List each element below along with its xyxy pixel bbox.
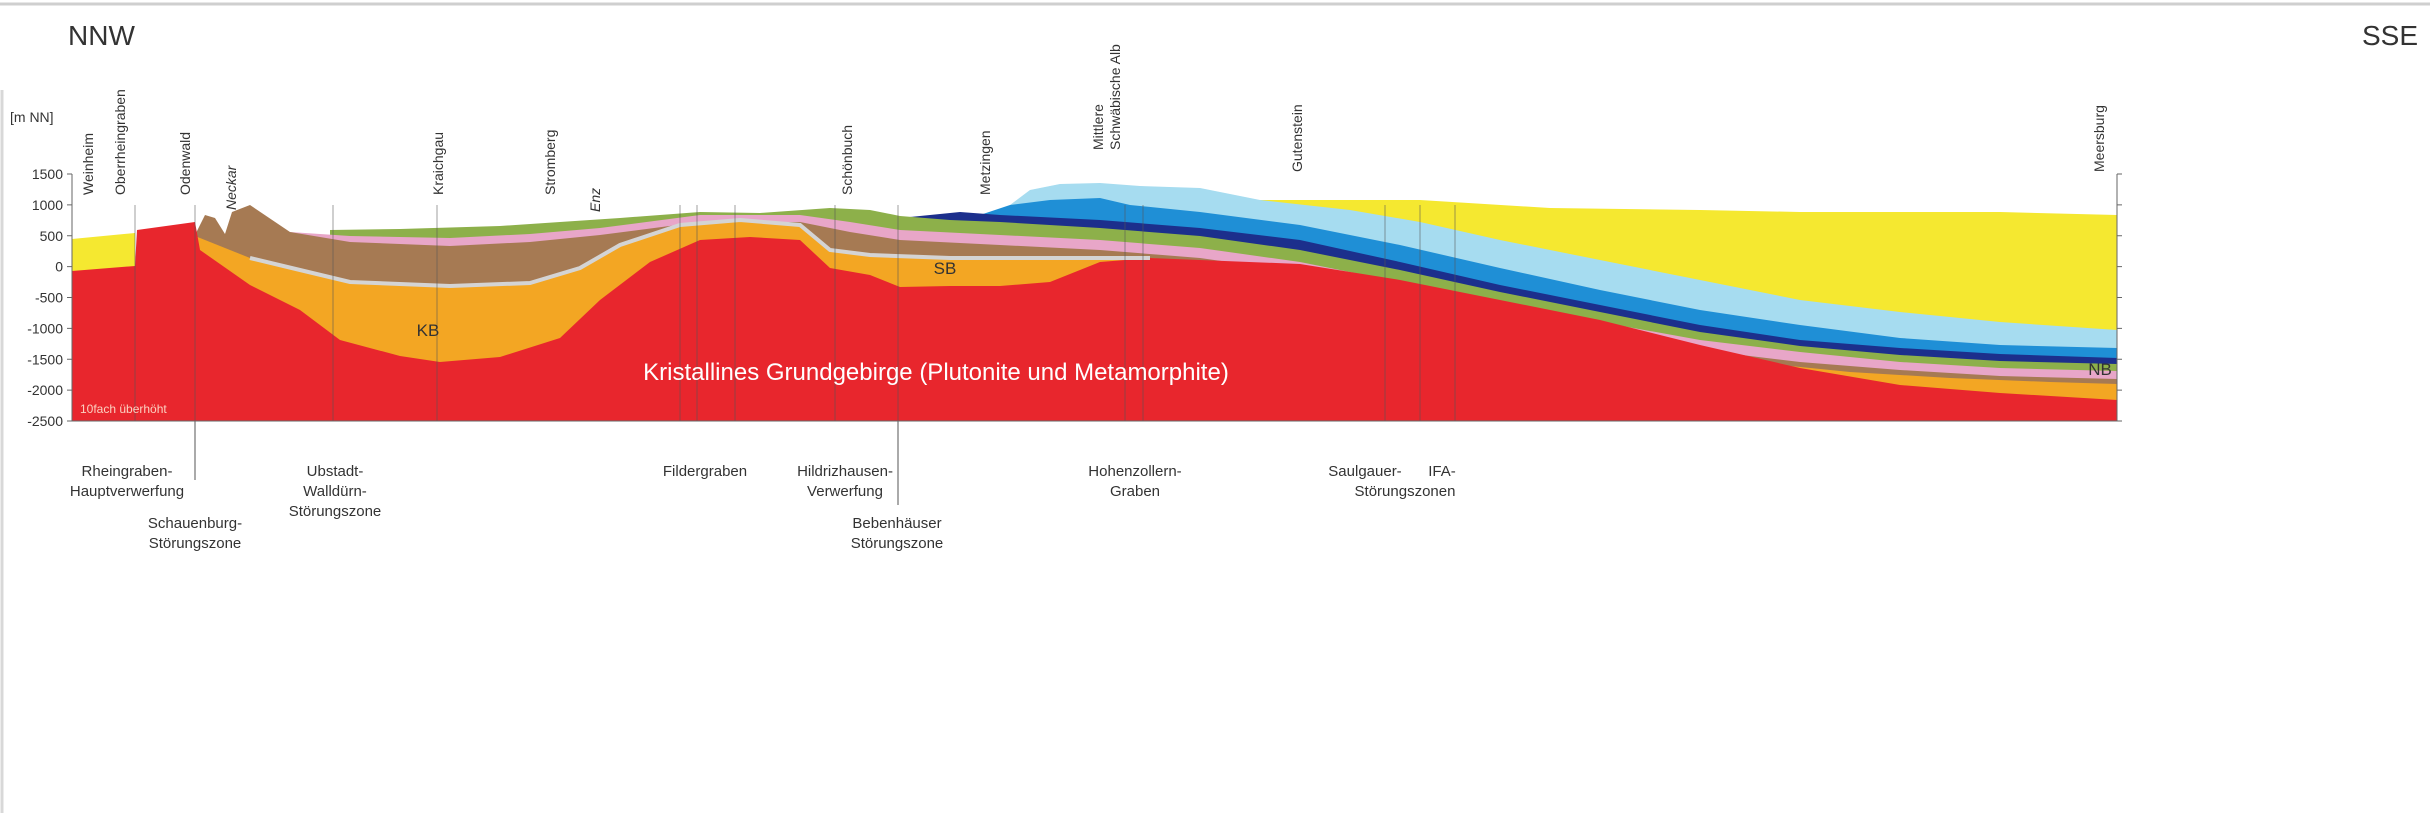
location-label: Odenwald — [177, 132, 193, 195]
fault-label: Verwerfung — [807, 483, 883, 500]
location-label: Schönbuch — [839, 125, 855, 195]
y-tick-label: 1000 — [32, 197, 63, 213]
fault-label: Störungszone — [149, 535, 242, 552]
location-label: Schwäbische Alb — [1107, 44, 1123, 150]
fault-label: Störungszone — [851, 535, 944, 552]
fault-label: Schauenburg- — [148, 515, 242, 532]
y-tick-label: -500 — [35, 290, 63, 306]
location-label: Kraichgau — [430, 132, 446, 195]
basement-label: Kristallines Grundgebirge (Plutonite und… — [643, 359, 1229, 386]
fault-label: Hauptverwerfung — [70, 483, 184, 500]
y-tick-label: -2500 — [27, 413, 63, 429]
axis-label: [m NN] — [10, 109, 54, 125]
fault-label: Störungszonen — [1355, 483, 1456, 500]
fault-label: Störungszone — [289, 503, 382, 520]
unit-label: SB — [934, 259, 957, 278]
fault-label: Ubstadt- — [307, 463, 364, 480]
page: NNW SSE [m NN] 1500 1000 500 0 -500 -1000 -150… — [0, 0, 2430, 813]
cross-section: NNW SSE [m NN] 1500 1000 500 0 -500 -1000 -150… — [0, 0, 2430, 813]
y-tick-label: 1500 — [32, 166, 63, 182]
location-label: Neckar — [223, 164, 239, 210]
location-label: Oberrheingraben — [112, 89, 128, 195]
y-tick-label: 500 — [40, 228, 64, 244]
note: 10fach überhöht — [80, 402, 167, 416]
location-label: Weinheim — [80, 133, 96, 195]
fault-label: Fildergraben — [663, 463, 747, 480]
y-tick-label: 0 — [55, 259, 63, 275]
fault-label: Graben — [1110, 483, 1160, 500]
fault-label: Bebenhäuser — [852, 515, 941, 532]
direction-left: NNW — [68, 20, 135, 51]
location-label: Metzingen — [977, 130, 993, 195]
location-label: Gutenstein — [1289, 104, 1305, 172]
fault-label: Hohenzollern- — [1088, 463, 1181, 480]
y-tick-label: -2000 — [27, 382, 63, 398]
fault-label: Rheingraben- — [82, 463, 173, 480]
fault-label: Walldürn- — [303, 483, 367, 500]
location-label: Enz — [587, 188, 603, 212]
fault-label: Hildrizhausen- — [797, 463, 893, 480]
direction-right: SSE — [2362, 20, 2418, 51]
y-tick-label: -1000 — [27, 320, 63, 336]
location-label: Mittlere — [1090, 104, 1106, 150]
y-tick-label: -1500 — [27, 351, 63, 367]
fault-label: Saulgauer- — [1328, 463, 1401, 480]
fault-label: IFA- — [1428, 463, 1456, 480]
unit-label: NB — [2088, 360, 2112, 379]
location-label: Stromberg — [542, 130, 558, 195]
location-label: Meersburg — [2091, 105, 2107, 172]
unit-label: KB — [417, 321, 440, 340]
